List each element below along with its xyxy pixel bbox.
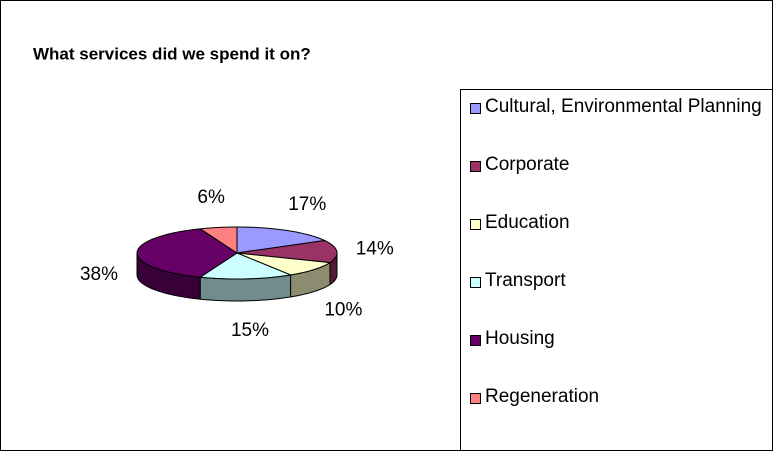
legend-label: Housing (485, 328, 555, 349)
pie-slice (236, 252, 332, 276)
legend-label: Education (485, 212, 570, 233)
legend-swatch (470, 103, 481, 114)
data-label: 10% (324, 300, 362, 321)
data-label: 17% (288, 194, 326, 215)
legend-label: Cultural, Environmental Planning (485, 96, 762, 117)
pie-slice (198, 252, 293, 280)
data-label: 38% (80, 264, 118, 285)
legend-swatch (470, 219, 481, 230)
data-label: 14% (356, 238, 394, 259)
legend-swatch (470, 393, 481, 404)
pie-slice (198, 226, 238, 254)
pie-slice (136, 228, 238, 278)
chart-title: What services did we spend it on? (33, 44, 311, 63)
legend-label: Regeneration (485, 386, 600, 407)
data-label: 6% (197, 187, 225, 208)
legend-label: Corporate (485, 154, 570, 175)
pie-slice (236, 226, 327, 254)
legend-label: Transport (485, 270, 566, 291)
legend-swatch (470, 161, 481, 172)
legend-swatch (470, 335, 481, 346)
data-label: 15% (231, 320, 269, 341)
pie-slice (236, 239, 338, 264)
legend-swatch (470, 277, 481, 288)
legend-box (460, 89, 773, 451)
